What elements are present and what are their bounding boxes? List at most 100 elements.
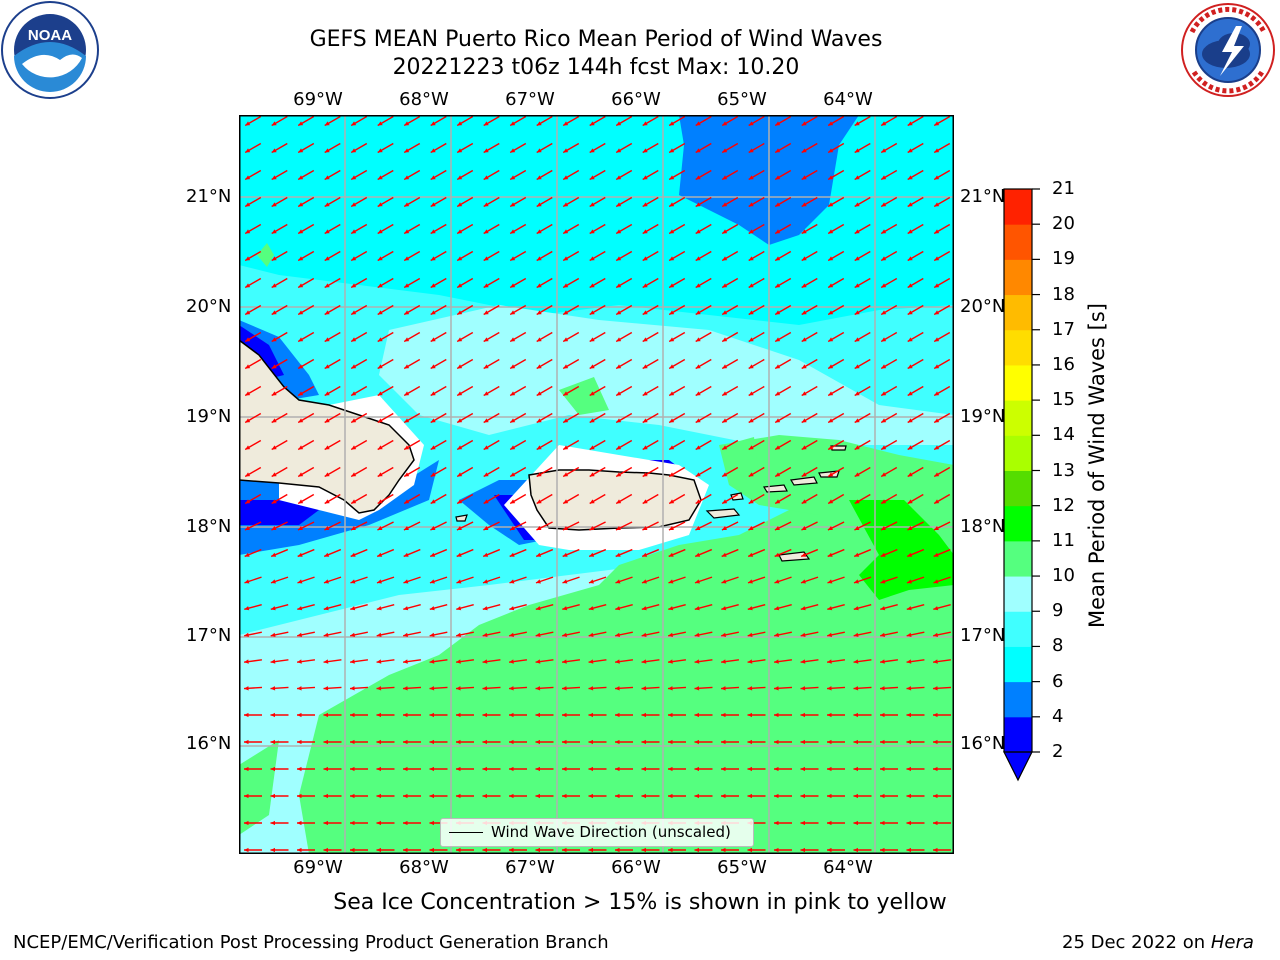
wind-arrowhead	[721, 766, 726, 772]
wind-arrowhead	[509, 766, 514, 772]
wind-arrowhead	[510, 283, 516, 288]
wind-arrowhead	[775, 121, 781, 126]
wind-arrowhead	[270, 739, 276, 745]
wind-arrowhead	[509, 793, 514, 799]
wind-arrowhead	[350, 579, 356, 584]
wind-arrowhead	[616, 256, 622, 261]
wind-arrowhead	[377, 472, 383, 477]
wind-arrowhead	[933, 820, 938, 826]
lon-label-bottom-64w: 64°W	[823, 857, 873, 878]
wind-arrowhead	[535, 739, 541, 745]
wind-arrowhead	[694, 659, 700, 664]
wind-arrowhead	[881, 499, 887, 504]
wind-arrowhead	[457, 337, 463, 342]
wind-arrowhead	[562, 766, 567, 772]
wind-arrowhead	[589, 552, 595, 557]
wind-arrowhead	[456, 686, 461, 691]
wind-arrowhead	[245, 337, 251, 342]
wind-arrowhead	[589, 121, 595, 126]
wind-arrowhead	[774, 632, 780, 638]
wind-arrowhead	[775, 418, 781, 423]
wind-arrowhead	[907, 445, 913, 450]
wind-arrowhead	[775, 202, 781, 207]
wind-arrowhead	[616, 283, 622, 288]
wind-arrowhead	[669, 283, 675, 288]
wind-arrowhead	[350, 793, 355, 799]
wind-arrowhead	[881, 148, 887, 153]
wind-arrowhead	[854, 418, 860, 423]
wind-arrowhead	[351, 256, 357, 261]
wind-arrowhead	[641, 847, 647, 853]
land-puerto-rico	[528, 469, 702, 531]
wind-arrowhead	[270, 847, 276, 853]
wind-arrowhead	[404, 337, 410, 342]
wind-arrowhead	[483, 552, 489, 557]
wind-arrowhead	[483, 526, 489, 530]
footer-date: 25 Dec 2022 on Hera	[1062, 932, 1254, 954]
wind-arrowhead	[722, 364, 728, 369]
wind-arrowhead	[853, 686, 859, 691]
wind-arrowhead	[351, 445, 357, 450]
wind-arrowhead	[350, 712, 355, 718]
wind-arrowhead	[616, 499, 622, 504]
wind-arrowhead	[297, 847, 302, 853]
wind-arrowhead	[748, 148, 754, 153]
wind-arrowhead	[722, 337, 728, 342]
wind-arrowhead	[722, 148, 728, 153]
wind-arrowhead	[801, 552, 807, 557]
wind-arrowhead	[298, 337, 304, 342]
wind-arrowhead	[509, 632, 515, 638]
colorbar-tick-label: 12	[1052, 494, 1075, 516]
wind-arrowhead	[800, 686, 806, 691]
wind-arrowhead	[403, 739, 408, 745]
wind-arrowhead	[324, 229, 330, 234]
wind-arrowhead	[801, 418, 807, 423]
wind-arrowhead	[483, 472, 489, 477]
wind-arrowhead	[669, 229, 675, 234]
wind-arrowhead	[377, 526, 383, 530]
wind-arrowhead	[429, 686, 435, 691]
wind-arrowhead	[668, 659, 673, 664]
wind-arrowhead	[721, 659, 726, 664]
wind-arrowhead	[430, 391, 436, 396]
wind-arrowhead	[642, 337, 648, 342]
colorbar-tick-label: 17	[1052, 318, 1075, 340]
wind-arrowhead	[404, 229, 410, 234]
wind-arrowhead	[642, 229, 648, 234]
lon-label-bottom-67w: 67°W	[505, 857, 555, 878]
wind-arrowhead	[563, 337, 569, 342]
wind-arrowhead	[298, 256, 304, 261]
wind-arrowhead	[270, 793, 276, 799]
wind-arrowhead	[536, 418, 542, 423]
wind-arrowhead	[562, 712, 567, 718]
lat-label-right-21n: 21°N	[960, 186, 1006, 207]
wind-arrowhead	[907, 391, 913, 396]
wind-arrowhead	[588, 632, 594, 638]
wind-arrowhead	[245, 499, 251, 504]
wind-arrowhead	[828, 391, 834, 396]
wind-arrowhead	[800, 739, 806, 745]
wind-arrowhead	[880, 820, 885, 826]
wind-arrowhead	[270, 766, 276, 772]
colorbar-segment	[1004, 716, 1032, 753]
wind-arrowhead	[324, 472, 330, 477]
wind-arrowhead	[403, 552, 409, 557]
wind-arrowhead	[298, 148, 304, 153]
wind-arrowhead	[881, 256, 887, 261]
wind-arrowhead	[722, 472, 728, 477]
wind-arrowhead	[563, 499, 569, 504]
wind-arrowhead	[271, 229, 277, 234]
wind-arrowhead	[721, 552, 727, 557]
wind-arrowhead	[377, 552, 383, 557]
wind-arrowhead	[642, 148, 648, 153]
wind-arrowhead	[775, 445, 781, 450]
wind-arrowhead	[668, 632, 674, 638]
wind-arrowhead	[907, 418, 913, 423]
wind-arrowhead	[510, 121, 516, 126]
wind-arrowhead	[669, 499, 675, 504]
island-vieques	[705, 508, 741, 519]
wind-arrowhead	[297, 606, 303, 611]
wind-arrowhead	[244, 847, 249, 853]
island-st-croix	[778, 551, 811, 562]
wind-arrowhead	[695, 472, 701, 477]
